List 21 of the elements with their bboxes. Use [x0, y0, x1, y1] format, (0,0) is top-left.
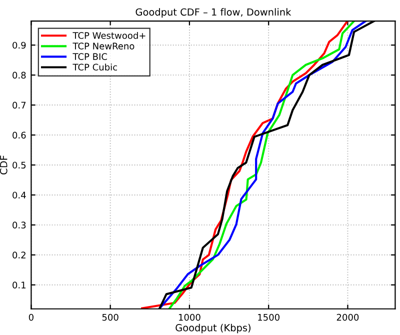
y-tick-label: 0.6: [12, 132, 26, 139]
y-tick-label: 0.9: [12, 42, 26, 49]
y-tick-label: 0.4: [12, 192, 26, 199]
x-tick-label: 500: [102, 314, 118, 321]
legend-label: TCP Westwood+: [72, 32, 146, 39]
y-tick-label: 0.3: [12, 222, 26, 228]
legend-label: TCP Cubic: [72, 64, 117, 71]
x-tick-label: 2000: [336, 314, 359, 321]
x-tick-label: 1000: [178, 314, 200, 321]
x-tick-label: 1500: [258, 314, 280, 321]
legend-label: TCP BIC: [72, 53, 107, 60]
chart-title: Goodput CDF – 1 flow, Downlink: [136, 8, 292, 18]
legend-label: TCP NewReno: [72, 42, 134, 50]
y-axis-title: CDF: [0, 156, 8, 174]
y-tick-label: 0.5: [12, 162, 26, 169]
x-tick-label: 0: [28, 314, 34, 321]
y-tick-label: 0.7: [12, 102, 26, 109]
y-tick-label: 0.8: [12, 72, 26, 79]
y-tick-label: 0.1: [12, 282, 26, 288]
y-tick-label: 0.2: [12, 252, 26, 258]
x-axis-title: Goodput (Kbps): [176, 324, 250, 334]
